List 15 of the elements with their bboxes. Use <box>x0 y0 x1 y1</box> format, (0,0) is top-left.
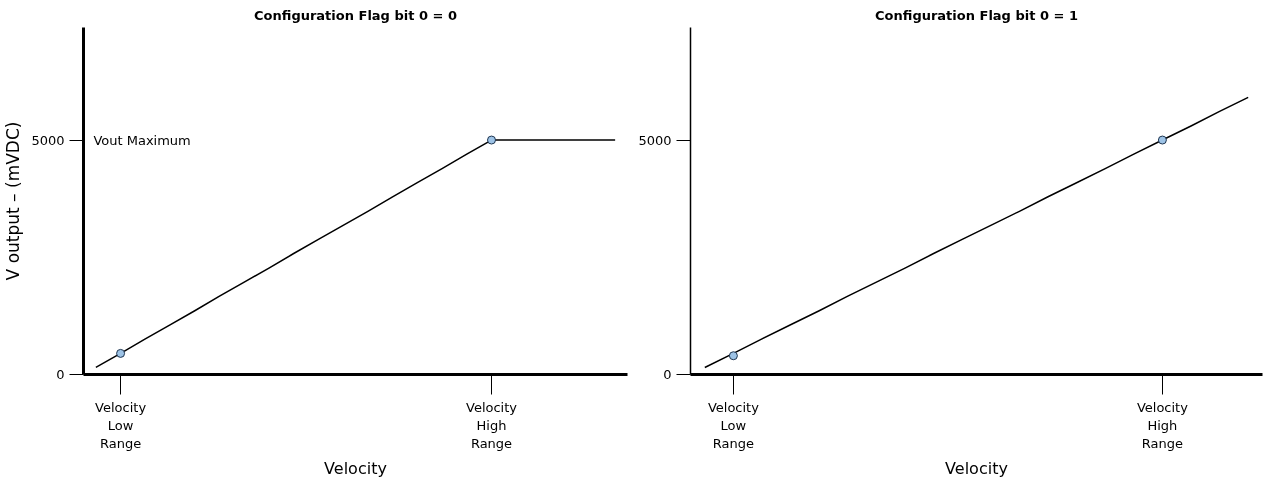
y-axis-title: V output – (mVDC) <box>3 121 24 281</box>
x-tick-label: Velocity High Range <box>1136 399 1189 451</box>
chart-title: Configuration Flag bit 0 = 0 <box>254 7 457 23</box>
x-tick-label: Velocity High Range <box>466 399 518 451</box>
y-tick-label: 0 <box>56 367 65 382</box>
chart-title: Configuration Flag bit 0 = 1 <box>875 7 1078 23</box>
x-axis-title: Velocity <box>945 458 1008 478</box>
line-series <box>704 96 1249 369</box>
x-axis-title: Velocity <box>324 458 387 478</box>
y-tick-label: 0 <box>663 367 672 382</box>
x-tick-label: Velocity Low Range <box>95 399 147 451</box>
y-tick-label: 5000 <box>31 132 65 148</box>
x-tick-label: Velocity Low Range <box>707 399 760 451</box>
y-tick-label: 5000 <box>638 132 672 148</box>
annotation: Vout Maximum <box>93 132 191 148</box>
